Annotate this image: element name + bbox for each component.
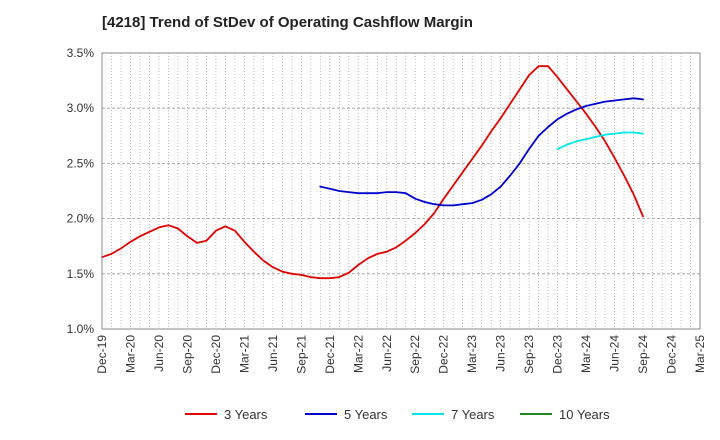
legend-label: 7 Years [451, 407, 495, 422]
legend-label: 3 Years [224, 407, 268, 422]
series-lines [101, 65, 644, 280]
x-tick-label: Mar-25 [693, 335, 707, 373]
x-tick-label: Mar-21 [237, 335, 251, 373]
legend-item-7-years: 7 Years [412, 407, 495, 422]
plot-background [102, 53, 700, 329]
y-tick-label: 2.0% [67, 212, 95, 226]
y-axis: 1.0% 1.5% 2.0% 2.5% 3.0% 3.5% [67, 46, 95, 336]
x-tick-label: Dec-20 [209, 335, 223, 374]
x-tick-label: Mar-20 [123, 335, 137, 373]
legend-label: 5 Years [344, 407, 388, 422]
series-line-5-years [319, 97, 644, 207]
x-tick-label: Dec-24 [665, 335, 679, 374]
x-tick-label: Jun-21 [266, 335, 280, 372]
y-tick-label: 3.5% [67, 46, 95, 60]
plot-border [101, 52, 701, 330]
x-tick-label: Sep-24 [636, 335, 650, 374]
x-tick-label: Jun-24 [608, 335, 622, 372]
x-tick-label: Mar-23 [465, 335, 479, 373]
series-line-3-years [101, 65, 644, 280]
y-tick-label: 3.0% [67, 101, 95, 115]
x-tick-label: Mar-22 [351, 335, 365, 373]
x-tick-label: Sep-23 [522, 335, 536, 374]
x-tick-label: Sep-21 [294, 335, 308, 374]
x-tick-label: Dec-22 [437, 335, 451, 374]
series-line-7-years [556, 131, 644, 150]
y-tick-label: 1.5% [67, 267, 95, 281]
legend-item-3-years: 3 Years [185, 407, 268, 422]
x-tick-label: Sep-20 [180, 335, 194, 374]
y-tick-label: 1.0% [67, 322, 95, 336]
x-tick-label: Jun-22 [380, 335, 394, 372]
legend: 3 Years 5 Years 7 Years 10 Years [185, 407, 610, 422]
chart-title: [4218] Trend of StDev of Operating Cashf… [102, 14, 473, 31]
x-tick-label: Sep-22 [408, 335, 422, 374]
x-tick-label: Jun-20 [152, 335, 166, 372]
legend-item-10-years: 10 Years [520, 407, 610, 422]
y-tick-label: 2.5% [67, 156, 95, 170]
x-tick-label: Dec-23 [551, 335, 565, 374]
x-tick-label: Jun-23 [494, 335, 508, 372]
x-axis: Dec-19 Mar-20 Jun-20 Sep-20 Dec-20 Mar-21 Jun-… [95, 335, 707, 374]
x-tick-label: Dec-19 [95, 335, 109, 374]
legend-item-5-years: 5 Years [305, 407, 388, 422]
legend-label: 10 Years [559, 407, 610, 422]
x-tick-label: Dec-21 [323, 335, 337, 374]
x-tick-label: Mar-24 [579, 335, 593, 373]
